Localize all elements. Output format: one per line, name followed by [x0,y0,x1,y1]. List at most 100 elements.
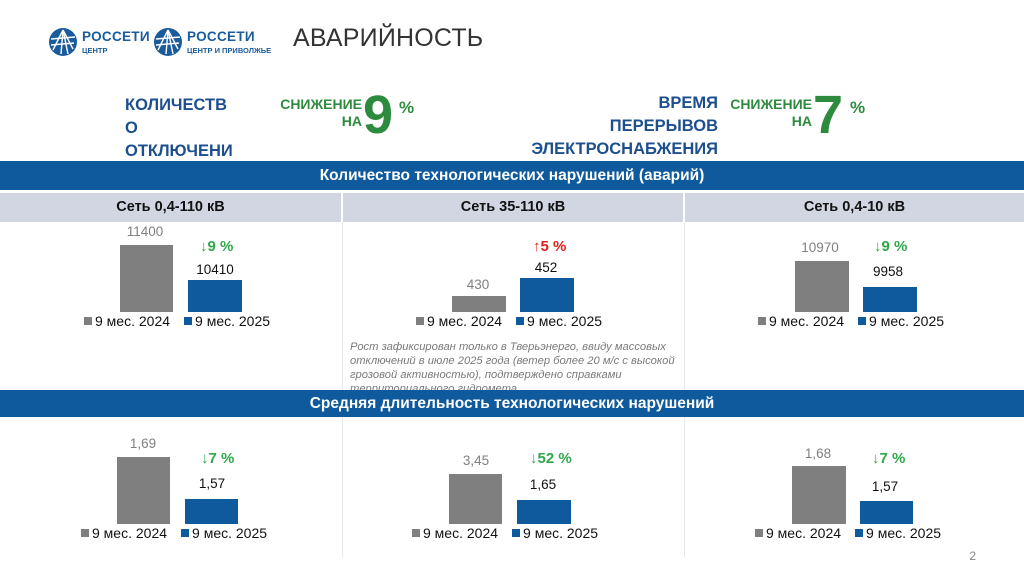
delta-badge: ↓52 % [530,450,572,467]
delta-badge: ↓9 % [200,238,233,255]
column-divider [684,222,685,390]
legend-item-2025: 9 мес. 2025 [855,525,941,541]
kpi-change-unit: % [399,98,415,117]
delta-badge: ↓7 % [872,450,905,467]
value-label-2024: 11400 [126,224,164,239]
legend-label: 9 мес. 2024 [92,525,168,541]
kpi-label-line: О [125,119,138,137]
bar-2025 [863,287,917,312]
delta-badge: ↓9 % [874,238,907,255]
kpi-label-line: КОЛИЧЕСТВ [125,96,228,114]
value-label-2024: 430 [466,277,490,292]
legend-item-2024: 9 мес. 2024 [755,525,841,541]
delta-text: 9 % [881,238,908,255]
rosseti-emblem-icon [154,28,182,56]
legend-item-2025: 9 мес. 2025 [858,313,944,329]
column-header-0.4-10kv: Сеть 0,4-10 кВ [685,193,1024,222]
legend-label: 9 мес. 2025 [866,525,942,541]
logo-name: РОССЕТИ [187,29,255,44]
bar-2024 [795,261,849,312]
section-band-avg-duration: Средняя длительность технологических нар… [0,390,1024,417]
legend-swatch-gray-icon [755,529,763,537]
legend-label: 9 мес. 2025 [192,525,268,541]
delta-text: 9 % [207,238,234,255]
bar-2025 [517,500,571,524]
value-label-2025: 9958 [872,264,904,279]
legend-label: 9 мес. 2025 [195,313,271,329]
rosseti-emblem-icon [49,28,77,56]
legend-label: 9 мес. 2025 [527,313,603,329]
legend-swatch-blue-icon [181,529,190,537]
kpi-change-prefix: НА [791,113,812,129]
legend-label: 9 мес. 2024 [427,313,503,329]
legend-swatch-gray-icon [416,317,424,325]
arrow-down-icon: ↓ [872,450,880,467]
delta-badge: ↑5 % [533,238,566,255]
kpi-change-word: СНИЖЕНИЕ [280,96,362,112]
value-label-2024: 1,69 [129,436,157,451]
logo-subtitle: ЦЕНТР [82,45,108,55]
legend-item-2025: 9 мес. 2025 [516,313,602,329]
delta-text: 7 % [208,450,235,467]
arrow-down-icon: ↓ [200,238,208,255]
chart-legend: 9 мес. 2024 9 мес. 2025 [84,313,270,329]
legend-label: 9 мес. 2025 [869,313,945,329]
bar-2024 [449,474,502,524]
legend-label: 9 мес. 2024 [766,525,842,541]
value-label-2025: 10410 [196,262,234,277]
page-number: 2 [969,549,976,563]
value-label-2025: 1,65 [529,477,557,492]
value-label-2024: 10970 [801,240,839,255]
bar-2025 [188,280,242,312]
legend-item-2024: 9 мес. 2024 [416,313,502,329]
kpi-change-unit: % [850,98,866,117]
bar-2024 [452,296,506,312]
value-label-2025: 452 [534,260,558,275]
delta-text: 52 % [537,450,572,467]
kpi-change-prefix: НА [341,113,362,129]
column-divider [342,417,343,557]
bar-2025 [520,278,574,312]
delta-text: 5 % [540,238,567,255]
legend-item-2024: 9 мес. 2024 [758,313,844,329]
rosseti-center-volga-logo: РОССЕТИ ЦЕНТР И ПРИВОЛЖЬЕ [153,27,271,57]
kpi-change-value: 9 [363,85,394,145]
bar-2024 [117,457,170,524]
logo-name: РОССЕТИ [82,29,150,44]
arrow-up-icon: ↑ [533,238,541,255]
page-title: АВАРИЙНОСТЬ [293,24,484,52]
legend-label: 9 мес. 2024 [95,313,171,329]
bar-2024 [120,245,173,312]
legend-label: 9 мес. 2025 [523,525,599,541]
kpi-change-text: СНИЖЕНИЕ НА [262,96,362,130]
bar-2024 [792,466,846,524]
legend-label: 9 мес. 2024 [769,313,845,329]
column-header-35-110kv: Сеть 35-110 кВ [343,193,683,222]
footnote-tverenergo: Рост зафиксирован только в Тверьэнерго, … [350,341,675,395]
logo-subtitle: ЦЕНТР И ПРИВОЛЖЬЕ [187,45,272,55]
legend-swatch-blue-icon [512,529,521,537]
chart-legend: 9 мес. 2024 9 мес. 2025 [755,525,941,541]
legend-swatch-gray-icon [84,317,92,325]
column-divider [342,222,343,390]
kpi-change-text: СНИЖЕНИЕ НА [715,96,812,130]
legend-swatch-gray-icon [81,529,89,537]
arrow-down-icon: ↓ [530,450,538,467]
column-header-0.4-110kv: Сеть 0,4-110 кВ [0,193,341,222]
arrow-down-icon: ↓ [874,238,882,255]
legend-item-2025: 9 мес. 2025 [181,525,267,541]
rosseti-center-logo: РОССЕТИ ЦЕНТР [48,27,150,57]
legend-swatch-blue-icon [855,529,864,537]
kpi-change-word: СНИЖЕНИЕ [730,96,812,112]
kpi-change-value: 7 [813,85,844,145]
section-band-incidents-count: Количество технологических нарушений (ав… [0,161,1024,190]
bar-2025 [185,499,238,524]
legend-swatch-gray-icon [412,529,420,537]
legend-label: 9 мес. 2024 [423,525,499,541]
value-label-2025: 1,57 [871,479,899,494]
kpi-label-line: ПЕРЕРЫВОВ [609,117,718,135]
kpi-label-line: ОТКЛЮЧЕНИ [125,142,233,160]
legend-swatch-gray-icon [758,317,766,325]
arrow-down-icon: ↓ [201,450,209,467]
legend-item-2025: 9 мес. 2025 [512,525,598,541]
